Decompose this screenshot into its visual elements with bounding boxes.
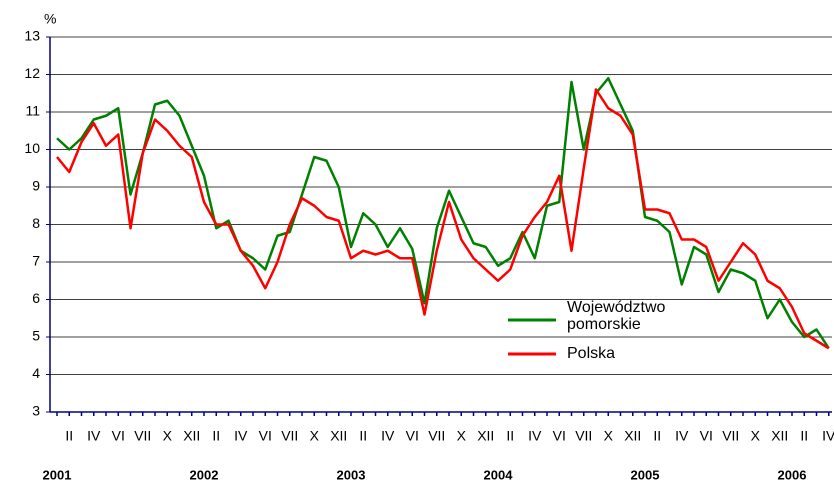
year-label: 2003 <box>337 467 366 482</box>
x-tick-label: II <box>65 428 73 444</box>
x-tick-label: X <box>310 428 320 444</box>
x-tick-label: XII <box>477 428 494 444</box>
y-tick-label: 10 <box>24 140 40 156</box>
x-tick-label: VI <box>259 428 272 444</box>
x-tick-label: XII <box>624 428 641 444</box>
series-line <box>56 88 830 350</box>
y-tick-label: 8 <box>32 215 40 231</box>
year-label: 2005 <box>631 467 660 482</box>
year-label: 2001 <box>43 467 72 482</box>
y-tick-label: 6 <box>32 290 40 306</box>
x-tick-label: IV <box>381 428 395 444</box>
y-tick-label: 12 <box>24 65 40 81</box>
x-tick-label: X <box>163 428 173 444</box>
x-tick-label: IV <box>822 428 834 444</box>
y-tick-label: 11 <box>25 103 40 119</box>
x-tick-label: II <box>653 428 661 444</box>
x-tick-label: IV <box>675 428 689 444</box>
x-tick-label: X <box>457 428 467 444</box>
x-tick-label: VII <box>722 428 739 444</box>
x-tick-label: VI <box>406 428 419 444</box>
x-tick-label: VII <box>134 428 151 444</box>
y-tick-label: 7 <box>32 253 40 269</box>
x-tick-label: II <box>800 428 808 444</box>
x-tick-label: XII <box>183 428 200 444</box>
legend-label: Polska <box>567 345 616 362</box>
x-tick-label: X <box>751 428 761 444</box>
year-label: 2006 <box>778 467 807 482</box>
x-tick-label: VI <box>112 428 125 444</box>
legend-label: Województwo pomorskie <box>567 299 666 333</box>
year-label: 2002 <box>190 467 219 482</box>
x-tick-label: II <box>506 428 514 444</box>
x-tick-label: X <box>604 428 614 444</box>
y-tick-label: 13 <box>24 28 40 44</box>
x-tick-label: II <box>212 428 220 444</box>
x-tick-label: XII <box>771 428 788 444</box>
x-tick-label: IV <box>234 428 248 444</box>
x-tick-label: VII <box>428 428 445 444</box>
x-tick-label: XII <box>330 428 347 444</box>
x-tick-label: VII <box>575 428 592 444</box>
y-tick-label: 9 <box>32 178 40 194</box>
x-tick-label: IV <box>528 428 542 444</box>
x-tick-label: II <box>359 428 367 444</box>
x-tick-label: VI <box>700 428 713 444</box>
x-tick-label: VII <box>281 428 298 444</box>
y-tick-label: 5 <box>32 328 40 344</box>
y-tick-label: 4 <box>32 365 40 381</box>
x-tick-label: VI <box>553 428 566 444</box>
y-axis-label: % <box>44 11 56 27</box>
series-line <box>56 77 830 349</box>
year-label: 2004 <box>484 467 514 482</box>
y-tick-label: 3 <box>32 403 40 419</box>
x-tick-label: IV <box>87 428 101 444</box>
